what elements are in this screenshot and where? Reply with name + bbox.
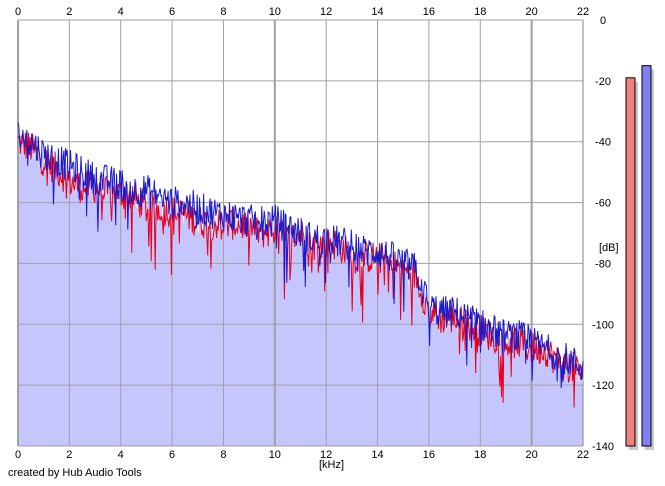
x-tick-label-top: 10 [269,6,281,18]
y-tick-label: -80 [595,258,611,270]
level-meters [625,65,654,451]
x-tick-label-top: 2 [66,6,72,18]
y-tick-label: -140 [592,441,614,453]
x-tick-label-bottom: 2 [66,449,72,461]
grid-layer [17,19,584,447]
left-level-meter [625,77,636,447]
x-tick-label-top: 4 [118,6,124,18]
y-tick-label: -120 [592,380,614,392]
x-tick-label-bottom: 12 [320,449,332,461]
y-axis-unit-label: [dB] [599,242,619,254]
x-axis-unit-label: [kHz] [319,459,345,471]
x-tick-label-top: 8 [220,6,226,18]
x-tick-labels-top: 0 2 4 6 8 10 12 14 16 18 20 22 [15,6,589,18]
y-tick-labels: 0 -20 -40 -60 -80 -100 -120 -140 [592,15,614,453]
y-tick-label: 0 [600,15,606,27]
x-tick-label-bottom: 8 [220,449,226,461]
footer-credit: created by Hub Audio Tools [8,467,142,479]
x-tick-label-bottom: 14 [371,449,383,461]
x-tick-label-top: 0 [15,6,21,18]
x-tick-label-top: 20 [526,6,538,18]
x-tick-label-bottom: 18 [474,449,486,461]
x-tick-label-top: 6 [169,6,175,18]
right-channel-line [17,122,584,389]
x-tick-label-top: 14 [371,6,383,18]
y-tick-label: -100 [592,319,614,331]
series-layer [17,122,584,408]
x-tick-label-top: 12 [320,6,332,18]
x-tick-label-bottom: 16 [423,449,435,461]
x-tick-label-top: 22 [577,6,589,18]
x-tick-label-top: 18 [474,6,486,18]
x-tick-label-bottom: 6 [169,449,175,461]
x-tick-label-bottom: 22 [577,449,589,461]
right-level-meter [641,65,652,447]
x-tick-label-bottom: 0 [15,449,21,461]
y-tick-label: -60 [595,198,611,210]
x-tick-labels-bottom: 0 2 4 6 8 10 12 14 16 18 20 22 [15,449,589,461]
x-tick-label-bottom: 20 [526,449,538,461]
y-tick-label: -40 [595,137,611,149]
x-tick-label-bottom: 10 [269,449,281,461]
y-tick-label: -20 [595,76,611,88]
x-tick-label-bottom: 4 [118,449,124,461]
x-tick-label-top: 16 [423,6,435,18]
